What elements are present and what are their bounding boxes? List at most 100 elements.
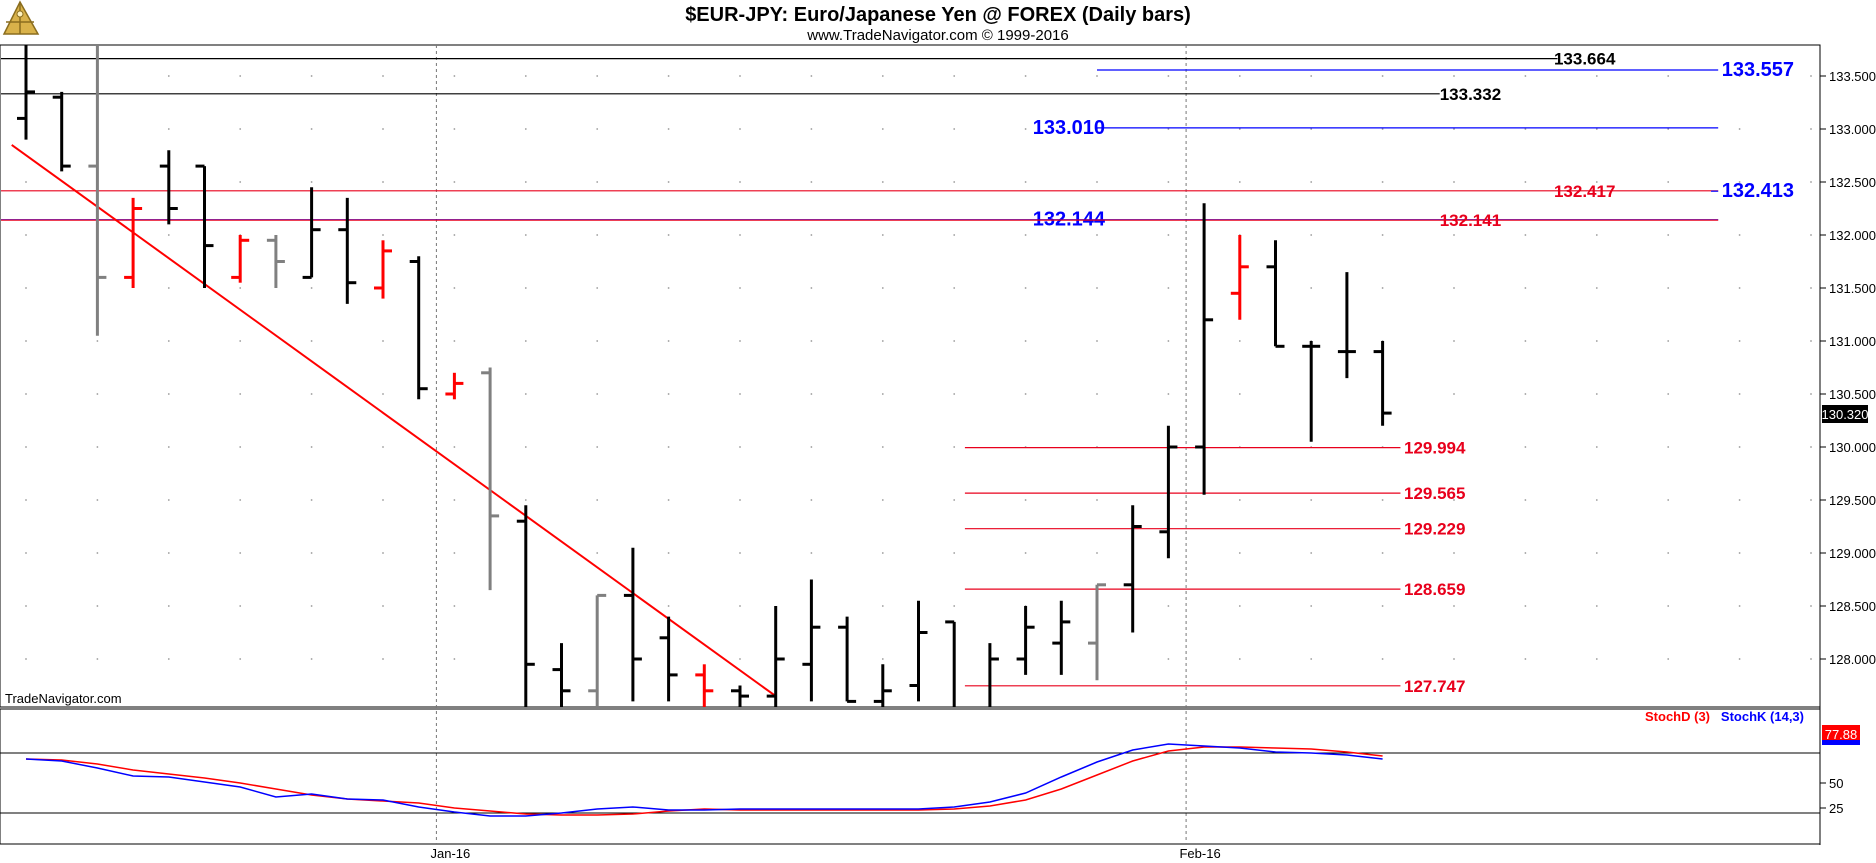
grid-dot: [810, 499, 813, 501]
ohlc-bar: [1159, 425, 1178, 559]
grid-dot: [1453, 181, 1455, 183]
grid-dot: [1167, 340, 1170, 342]
grid-dot: [1810, 499, 1812, 501]
grid-dot: [1310, 605, 1313, 607]
grid-dot: [1667, 393, 1670, 395]
grid-dot: [1096, 340, 1098, 342]
grid-dot: [1595, 499, 1598, 501]
y-tick-label: 132.500: [1829, 175, 1876, 190]
stoch-series-k: [25, 743, 1383, 817]
grid-dot: [310, 287, 313, 289]
grid-dot: [1667, 499, 1670, 501]
last-price-label: 130.320: [1822, 407, 1869, 422]
grid-dot: [167, 287, 170, 289]
ohlc-bar: [623, 547, 642, 702]
grid-dot: [667, 499, 670, 501]
trendline: [11, 144, 777, 697]
grid-dot: [1381, 181, 1384, 183]
grid-dot: [382, 552, 384, 554]
grid-dot: [810, 340, 813, 342]
grid-dot: [310, 499, 313, 501]
grid-dot: [1096, 287, 1098, 289]
ohlc-bar: [1123, 505, 1142, 633]
grid-dot: [1453, 287, 1455, 289]
grid-dot: [1667, 234, 1670, 236]
grid-dot: [881, 75, 884, 77]
grid-dot: [1096, 128, 1098, 130]
grid-dot: [881, 552, 884, 554]
grid-dot: [1453, 552, 1455, 554]
ohlc-bar: [552, 643, 571, 707]
grid-dot: [239, 499, 242, 501]
grid-dot: [810, 234, 813, 236]
grid-dot: [739, 552, 741, 554]
y-tick-label: 130.500: [1829, 387, 1876, 402]
grid-dot: [1310, 75, 1313, 77]
grid-dot: [167, 552, 170, 554]
grid-dot: [310, 446, 313, 448]
grid-dot: [25, 552, 27, 554]
grid-dot: [1667, 287, 1670, 289]
grid-dot: [25, 181, 27, 183]
legend-stoch-d: StochD (3): [1645, 709, 1710, 724]
grid-dot: [596, 234, 599, 236]
grid-dot: [739, 499, 741, 501]
ohlc-bar: [445, 372, 464, 400]
ohlc-bar: [838, 616, 857, 703]
grid-dot: [1738, 181, 1741, 183]
grid-dot: [1595, 552, 1598, 554]
grid-dot: [239, 287, 242, 289]
grid-dot: [1667, 605, 1670, 607]
grid-dot: [167, 128, 170, 130]
grid-dot: [596, 75, 599, 77]
grid-dot: [310, 552, 313, 554]
grid-dot: [953, 128, 956, 130]
grid-dot: [1381, 234, 1384, 236]
grid-dot: [596, 552, 599, 554]
ohlc-bar: [1195, 203, 1214, 495]
grid-dot: [953, 552, 956, 554]
ohlc-bar: [766, 606, 785, 707]
ohlc-bar: [1266, 240, 1285, 348]
grid-dot: [453, 499, 456, 501]
grid-dot: [1810, 75, 1812, 77]
grid-dot: [382, 446, 384, 448]
grid-dot: [1667, 446, 1670, 448]
ohlc-bar: [516, 505, 535, 707]
grid-dot: [25, 658, 27, 660]
grid-dot: [667, 605, 670, 607]
grid-dot: [1310, 234, 1313, 236]
grid-dot: [1238, 75, 1241, 77]
grid-dot: [167, 499, 170, 501]
grid-dot: [1595, 75, 1598, 77]
grid-dot: [1738, 605, 1741, 607]
stoch-tick-label: 25: [1829, 801, 1843, 816]
grid-dot: [667, 446, 670, 448]
grid-dot: [96, 552, 99, 554]
grid-dot: [1810, 234, 1812, 236]
grid-dot: [953, 446, 956, 448]
grid-dot: [1238, 552, 1241, 554]
grid-dot: [1453, 499, 1455, 501]
grid-dot: [1810, 605, 1812, 607]
grid-dot: [382, 605, 384, 607]
grid-dot: [239, 605, 242, 607]
grid-dot: [239, 393, 242, 395]
grid-dot: [25, 393, 27, 395]
grid-dot: [453, 446, 456, 448]
grid-dot: [596, 128, 599, 130]
price-levels: 133.664 133.557 133.332 133.010 132.417 132.4…: [1, 50, 1794, 696]
grid-dot: [382, 658, 384, 660]
grid-dot: [881, 287, 884, 289]
ohlc-bar: [52, 91, 71, 172]
grid-dot: [953, 499, 956, 501]
ohlc-bar: [1230, 235, 1249, 320]
ohlc-bar: [302, 187, 321, 279]
ohlc-bar: [802, 579, 821, 702]
grid-dot: [239, 128, 242, 130]
grid-dot: [310, 393, 313, 395]
grid-dot: [1524, 128, 1527, 130]
grid-dot: [1453, 128, 1455, 130]
grid-dot: [25, 287, 27, 289]
